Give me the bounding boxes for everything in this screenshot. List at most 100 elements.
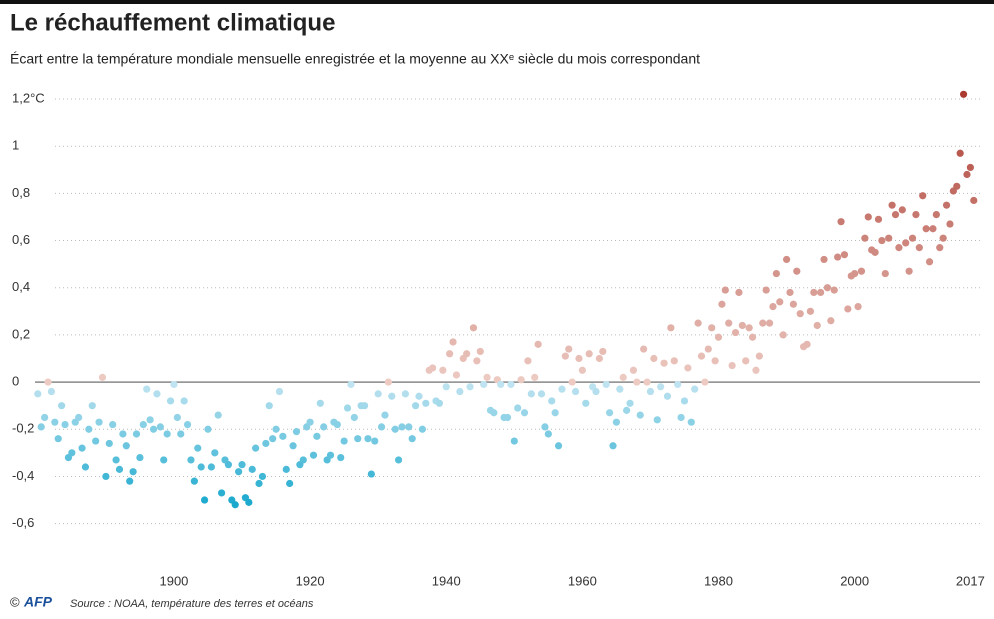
data-point bbox=[214, 411, 222, 419]
data-point bbox=[173, 413, 181, 422]
data-point bbox=[483, 373, 491, 381]
data-point bbox=[371, 437, 379, 445]
data-point bbox=[674, 380, 682, 389]
data-point bbox=[891, 210, 900, 219]
data-point bbox=[265, 402, 273, 410]
data-point bbox=[47, 387, 56, 396]
data-point bbox=[735, 288, 743, 297]
data-point bbox=[272, 425, 280, 433]
data-point bbox=[823, 284, 832, 292]
data-point bbox=[616, 385, 624, 393]
y-tick-label: -0,4 bbox=[12, 468, 34, 483]
data-point bbox=[514, 404, 522, 412]
data-point bbox=[718, 300, 726, 308]
data-point bbox=[810, 288, 818, 297]
data-point bbox=[343, 404, 352, 412]
data-point bbox=[183, 420, 192, 429]
data-point bbox=[806, 307, 815, 315]
data-point bbox=[180, 397, 188, 405]
data-point bbox=[554, 442, 563, 450]
y-tick-label: -0,6 bbox=[12, 515, 34, 530]
data-point bbox=[956, 149, 964, 157]
data-point bbox=[623, 406, 631, 414]
data-point bbox=[398, 423, 406, 431]
data-point bbox=[895, 244, 903, 252]
data-point bbox=[160, 456, 168, 464]
data-point bbox=[520, 409, 529, 417]
data-point bbox=[207, 463, 215, 471]
data-point bbox=[871, 248, 879, 256]
data-point bbox=[694, 319, 702, 327]
data-point bbox=[640, 345, 648, 353]
y-tick-label: 1,2°C bbox=[12, 90, 45, 105]
data-point bbox=[558, 385, 566, 393]
data-point bbox=[687, 418, 695, 426]
data-point bbox=[126, 477, 134, 485]
data-point bbox=[78, 444, 86, 452]
data-point bbox=[68, 449, 76, 457]
data-point bbox=[939, 234, 947, 242]
data-point bbox=[129, 468, 137, 476]
data-point bbox=[922, 225, 930, 233]
data-point bbox=[279, 432, 287, 440]
data-point bbox=[354, 435, 362, 443]
data-point bbox=[592, 387, 600, 396]
data-point bbox=[238, 461, 246, 469]
x-tick-label: 2000 bbox=[840, 573, 869, 588]
data-point bbox=[820, 255, 828, 264]
data-point bbox=[636, 411, 644, 419]
data-point bbox=[959, 90, 968, 98]
data-point bbox=[817, 288, 825, 297]
data-point bbox=[204, 425, 212, 433]
data-point bbox=[429, 364, 437, 372]
data-point bbox=[748, 333, 757, 341]
data-point bbox=[885, 234, 893, 242]
data-point bbox=[367, 470, 375, 478]
data-point bbox=[41, 413, 49, 422]
data-point bbox=[122, 442, 130, 450]
data-point bbox=[745, 324, 753, 332]
data-point bbox=[908, 234, 917, 242]
data-point bbox=[377, 423, 386, 431]
x-tick-label: 1960 bbox=[568, 573, 597, 588]
x-tick-label: 1980 bbox=[704, 573, 733, 588]
data-point bbox=[851, 269, 859, 278]
data-point bbox=[149, 425, 158, 433]
data-point bbox=[466, 383, 474, 391]
data-point bbox=[602, 380, 610, 389]
data-point bbox=[388, 392, 396, 400]
data-point bbox=[401, 390, 409, 398]
data-point bbox=[163, 430, 171, 438]
data-point bbox=[704, 345, 712, 353]
data-point bbox=[374, 390, 382, 398]
data-point bbox=[333, 420, 341, 429]
data-point bbox=[235, 468, 243, 476]
data-point bbox=[902, 239, 910, 247]
data-point bbox=[524, 357, 532, 365]
data-point bbox=[925, 258, 934, 266]
data-point bbox=[667, 324, 675, 332]
data-point bbox=[510, 437, 518, 445]
logo: AFP bbox=[23, 594, 53, 610]
data-point bbox=[793, 267, 801, 275]
data-point bbox=[381, 411, 389, 419]
data-point bbox=[575, 354, 583, 363]
data-point bbox=[105, 439, 113, 448]
data-point bbox=[337, 453, 345, 462]
data-point bbox=[139, 420, 147, 429]
data-point bbox=[412, 402, 420, 410]
data-point bbox=[769, 302, 777, 311]
data-point bbox=[837, 218, 845, 226]
data-point bbox=[881, 269, 889, 278]
data-point bbox=[629, 366, 638, 374]
data-point bbox=[861, 234, 869, 242]
data-point bbox=[544, 430, 552, 438]
data-point bbox=[759, 319, 767, 327]
chart-subtitle: Écart entre la température mondiale mens… bbox=[10, 51, 700, 67]
data-point bbox=[299, 456, 307, 464]
data-point bbox=[200, 496, 209, 504]
data-point bbox=[456, 387, 464, 396]
data-point bbox=[391, 425, 399, 433]
data-point bbox=[915, 244, 923, 252]
data-point bbox=[606, 409, 614, 417]
